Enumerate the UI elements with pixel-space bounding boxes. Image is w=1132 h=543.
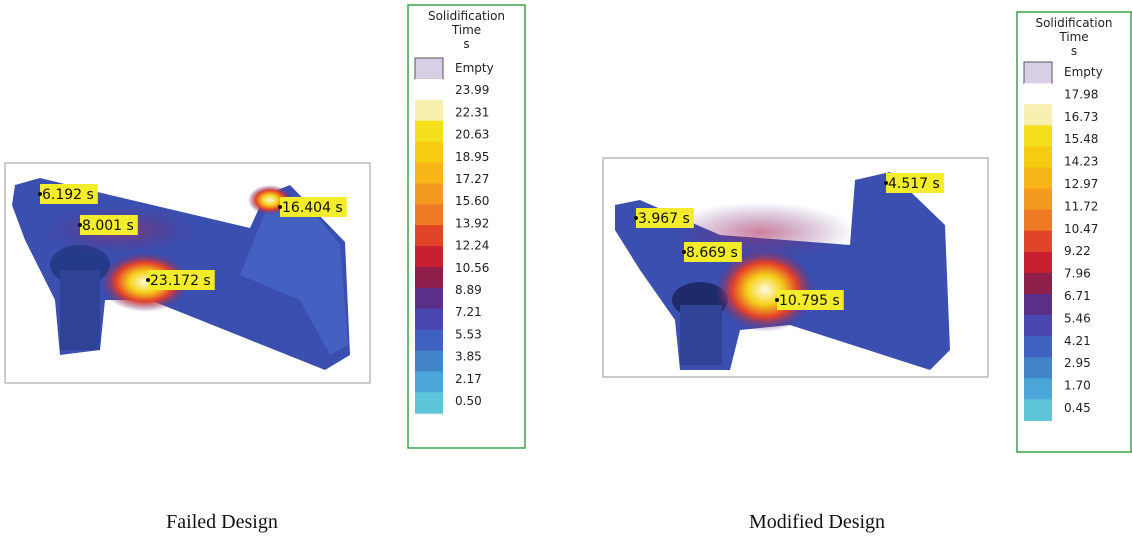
legend-swatch [415, 330, 443, 351]
legend-swatch [415, 371, 443, 392]
legend-swatch [1024, 273, 1052, 295]
callout-label: 10.795 s [779, 293, 840, 309]
callout-label: 4.517 s [888, 176, 940, 192]
legend-entry: 9.22 [1064, 244, 1091, 258]
legend-entry: 15.48 [1064, 132, 1098, 146]
legend-entry: 4.21 [1064, 334, 1091, 348]
legend-swatch [415, 392, 443, 413]
legend-entry: 7.21 [455, 305, 482, 319]
probe-point [38, 192, 42, 196]
legend-entry: 15.60 [455, 194, 489, 208]
legend-swatch [415, 351, 443, 372]
legend-swatch [1024, 294, 1052, 316]
legend-swatch [415, 246, 443, 267]
legend-entry: 12.24 [455, 239, 489, 253]
legend-entry: Empty [1064, 65, 1103, 79]
legend-entry: 1.70 [1064, 379, 1091, 393]
legend-swatch [415, 79, 443, 100]
callout-label: 6.192 s [42, 187, 94, 203]
legend-swatch [1024, 188, 1052, 210]
legend-swatch [1024, 378, 1052, 400]
legend-entry: Empty [455, 61, 494, 75]
legend-swatch [1024, 357, 1052, 379]
legend-entry: 3.85 [455, 350, 482, 364]
legend-swatch [415, 288, 443, 309]
legend-swatch [1024, 83, 1052, 105]
legend-entry: 17.27 [455, 172, 489, 186]
legend-swatch [415, 121, 443, 142]
legend-swatch [415, 225, 443, 246]
legend-swatch [1024, 125, 1052, 147]
caption: Modified Design [749, 511, 885, 533]
legend-swatch [1024, 336, 1052, 358]
caption: Failed Design [166, 511, 278, 533]
callout-label: 3.967 s [638, 211, 690, 227]
probe-point [634, 216, 638, 220]
legend-swatch [1024, 252, 1052, 274]
probe-point [682, 250, 686, 254]
figure: Failed Design Modified Design Solidifica… [0, 0, 1132, 543]
legend-swatch [415, 162, 443, 183]
legend-title: Solidification [1035, 16, 1112, 30]
legend-entry: 10.47 [1064, 222, 1098, 236]
callout-label: 23.172 s [150, 273, 211, 289]
legend-entry: 13.92 [455, 216, 489, 230]
probe-point [278, 205, 282, 209]
legend-swatch [1024, 167, 1052, 189]
legend-entry: 2.17 [455, 372, 482, 386]
legend-entry: 6.71 [1064, 289, 1091, 303]
legend-entry: 10.56 [455, 261, 489, 275]
legend-swatch [415, 309, 443, 330]
legend-swatch [1024, 210, 1052, 232]
legend-entry: 11.72 [1064, 199, 1098, 213]
legend-entry: 0.50 [455, 394, 482, 408]
callout-label: 16.404 s [282, 200, 343, 216]
probe-point [78, 223, 82, 227]
legend-entry: 22.31 [455, 105, 489, 119]
legend-title: Time [451, 23, 481, 37]
legend-entry: 5.53 [455, 327, 482, 341]
legend-entry: 0.45 [1064, 401, 1091, 415]
legend-swatch [415, 100, 443, 121]
legend-swatch [415, 267, 443, 288]
callout-label: 8.669 s [686, 245, 738, 261]
legend-swatch [415, 58, 443, 79]
legend-entry: 5.46 [1064, 311, 1091, 325]
legend-swatch [1024, 104, 1052, 126]
legend-title: Time [1058, 30, 1088, 44]
probe-point [884, 181, 888, 185]
legend-title: s [463, 37, 469, 51]
legend-swatch [1024, 62, 1052, 84]
callout-label: 8.001 s [82, 218, 134, 234]
probe-point [775, 298, 779, 302]
legend-entry: 8.89 [455, 283, 482, 297]
legend-entry: 14.23 [1064, 155, 1098, 169]
legend-swatch [1024, 315, 1052, 337]
legend-entry: 17.98 [1064, 87, 1098, 101]
legend-title: Solidification [428, 9, 505, 23]
legend-entry: 12.97 [1064, 177, 1098, 191]
legend-swatch [415, 183, 443, 204]
legend-swatch [1024, 231, 1052, 253]
legend-swatch [415, 204, 443, 225]
legend-entry: 2.95 [1064, 356, 1091, 370]
legend-swatch [415, 142, 443, 163]
legend-title: s [1071, 44, 1077, 58]
legend-entry: 18.95 [455, 150, 489, 164]
legend-swatch [1024, 146, 1052, 168]
legend-entry: 16.73 [1064, 110, 1098, 124]
legend-entry: 20.63 [455, 128, 489, 142]
legend-entry: 23.99 [455, 83, 489, 97]
legend-swatch [1024, 399, 1052, 421]
probe-point [146, 278, 150, 282]
legend-entry: 7.96 [1064, 267, 1091, 281]
